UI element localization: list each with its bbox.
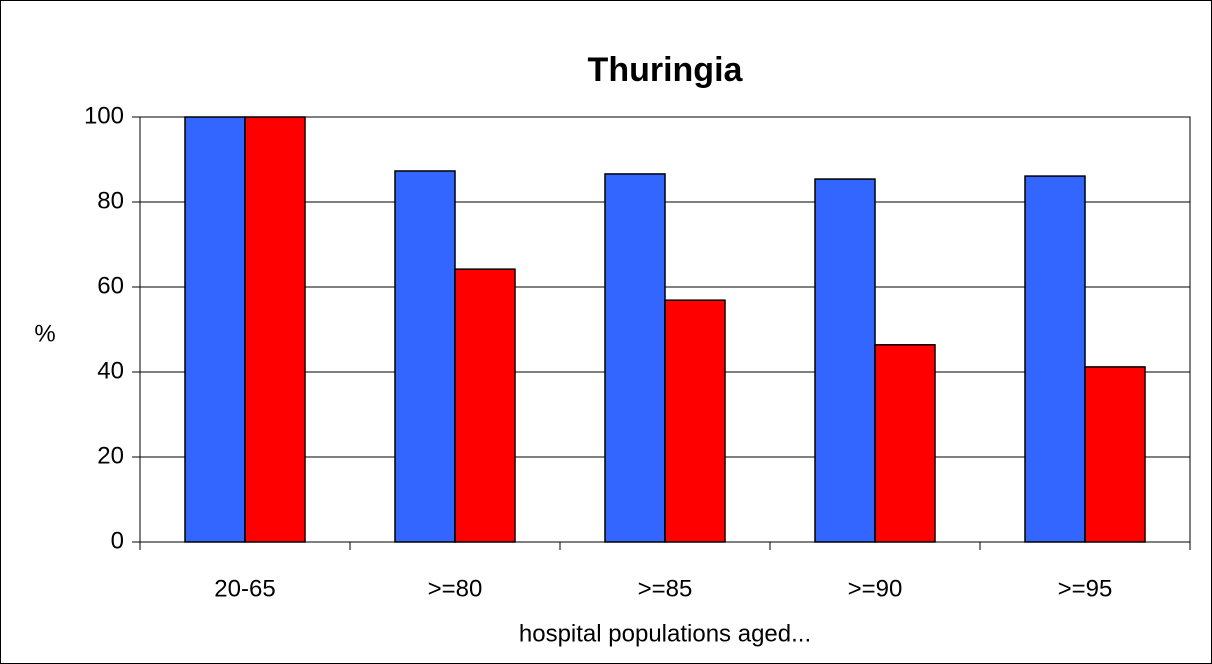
bar [814, 178, 876, 543]
y-tick-label: 0 [111, 527, 124, 554]
y-tick-label: 40 [97, 357, 124, 384]
y-tick-label: 80 [97, 187, 124, 214]
bar [454, 268, 516, 543]
chart-title: Thuringia [588, 51, 744, 89]
bar [394, 170, 456, 543]
x-tick-label: >=85 [638, 575, 693, 602]
bar [1084, 366, 1146, 543]
bar [184, 116, 246, 543]
x-tick-label: >=95 [1058, 575, 1113, 602]
y-tick-label: 20 [97, 442, 124, 469]
y-tick-label: 60 [97, 272, 124, 299]
bar [874, 344, 936, 543]
bar [664, 299, 726, 543]
y-tick-label: 100 [84, 102, 124, 129]
bar [1024, 175, 1086, 543]
x-tick-label: 20-65 [214, 575, 275, 602]
x-tick-label: >=80 [428, 575, 483, 602]
x-axis-label: hospital populations aged... [519, 620, 811, 647]
bar [604, 173, 666, 543]
bar [244, 116, 306, 543]
x-tick-label: >=90 [848, 575, 903, 602]
y-axis-label: % [34, 320, 55, 347]
